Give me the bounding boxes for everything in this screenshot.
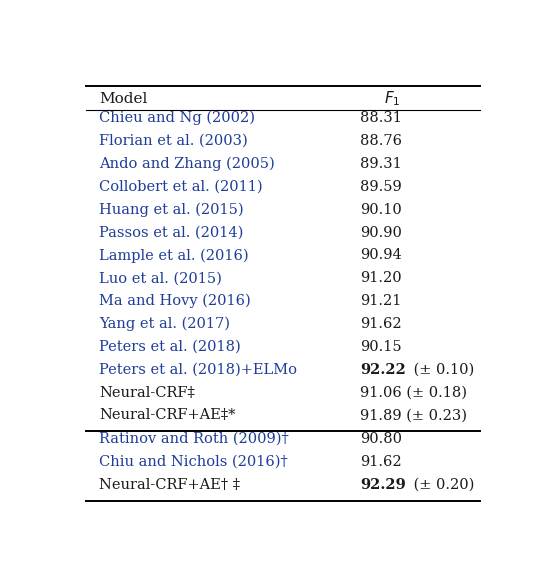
Text: 90.15: 90.15 (360, 340, 401, 354)
Text: 91.20: 91.20 (360, 271, 401, 285)
Text: (± 0.10): (± 0.10) (409, 363, 474, 377)
Text: Luo et al. (2015): Luo et al. (2015) (99, 271, 222, 285)
Text: 90.94: 90.94 (360, 249, 402, 262)
Text: 92.29: 92.29 (360, 478, 406, 492)
Text: Yang et al. (2017): Yang et al. (2017) (99, 317, 230, 331)
Text: 88.76: 88.76 (360, 134, 402, 148)
Text: 91.06 (± 0.18): 91.06 (± 0.18) (360, 385, 467, 399)
Text: 90.90: 90.90 (360, 225, 402, 240)
Text: Neural-CRF+AE† ‡: Neural-CRF+AE† ‡ (99, 478, 240, 492)
Text: Lample et al. (2016): Lample et al. (2016) (99, 248, 248, 262)
Text: Ratinov and Roth (2009)†: Ratinov and Roth (2009)† (99, 432, 289, 446)
Text: 88.31: 88.31 (360, 111, 402, 125)
Text: 91.21: 91.21 (360, 294, 401, 308)
Text: Ma and Hovy (2016): Ma and Hovy (2016) (99, 294, 251, 308)
Text: Neural-CRF‡: Neural-CRF‡ (99, 385, 195, 399)
Text: Peters et al. (2018)+ELMo: Peters et al. (2018)+ELMo (99, 363, 297, 377)
Text: 91.62: 91.62 (360, 317, 401, 331)
Text: 90.10: 90.10 (360, 203, 402, 217)
Text: Collobert et al. (2011): Collobert et al. (2011) (99, 180, 263, 194)
Text: Florian et al. (2003): Florian et al. (2003) (99, 134, 248, 148)
Text: 89.31: 89.31 (360, 157, 402, 171)
Text: 89.59: 89.59 (360, 180, 402, 194)
Text: 91.89 (± 0.23): 91.89 (± 0.23) (360, 409, 467, 423)
Text: (± 0.20): (± 0.20) (409, 478, 475, 492)
Text: Model: Model (99, 92, 147, 106)
Text: 90.80: 90.80 (360, 432, 402, 446)
Text: 92.22: 92.22 (360, 363, 406, 377)
Text: $F_1$: $F_1$ (384, 90, 400, 108)
Text: Peters et al. (2018): Peters et al. (2018) (99, 340, 241, 354)
Text: Ando and Zhang (2005): Ando and Zhang (2005) (99, 157, 275, 171)
Text: Chieu and Ng (2002): Chieu and Ng (2002) (99, 111, 255, 126)
Text: Chiu and Nichols (2016)†: Chiu and Nichols (2016)† (99, 455, 288, 469)
Text: Neural-CRF+AE‡*: Neural-CRF+AE‡* (99, 409, 236, 423)
Text: Huang et al. (2015): Huang et al. (2015) (99, 203, 243, 217)
Text: Passos et al. (2014): Passos et al. (2014) (99, 225, 243, 240)
Text: 91.62: 91.62 (360, 455, 401, 469)
